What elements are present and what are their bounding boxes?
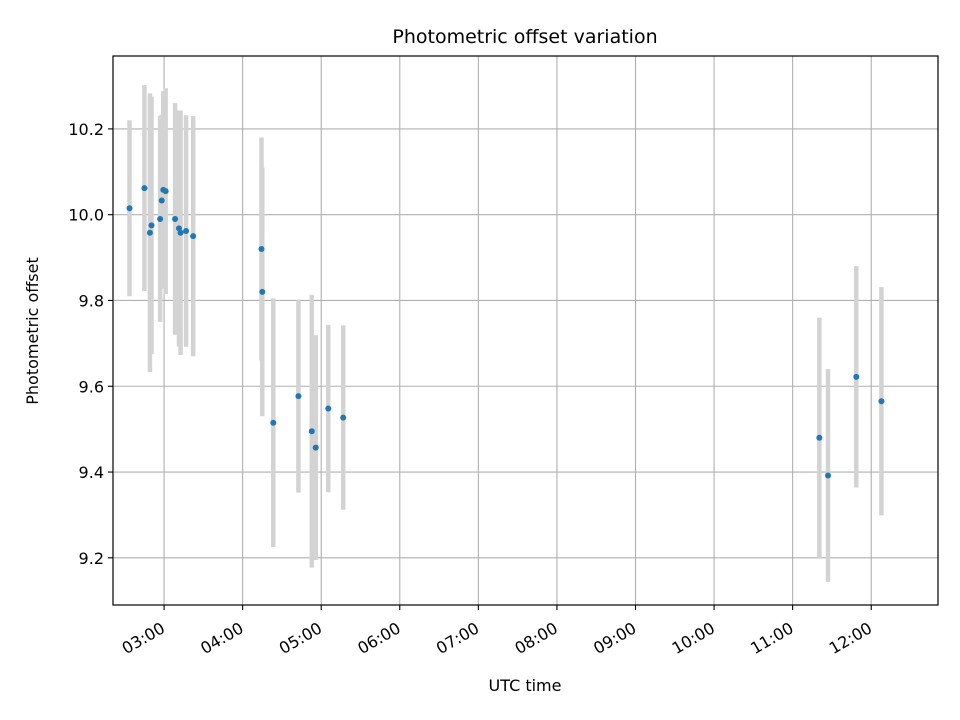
data-point — [126, 205, 133, 212]
data-point — [157, 215, 164, 222]
y-tick-label: 9.2 — [79, 549, 104, 568]
data-point — [158, 197, 165, 204]
data-point — [308, 428, 315, 435]
data-points — [126, 185, 885, 479]
data-point — [183, 227, 190, 234]
data-point — [141, 185, 148, 192]
grid — [113, 56, 938, 605]
data-point — [259, 288, 266, 295]
data-point — [340, 414, 347, 421]
data-point — [878, 398, 885, 405]
data-point — [270, 419, 277, 426]
data-point — [816, 434, 823, 441]
data-point — [825, 472, 831, 479]
data-point — [295, 393, 302, 400]
data-point — [162, 188, 169, 195]
data-point — [146, 229, 153, 236]
data-point — [177, 229, 184, 236]
y-tick-label: 9.6 — [79, 377, 104, 396]
data-point — [190, 233, 197, 240]
data-point — [312, 444, 319, 451]
data-point — [258, 246, 265, 253]
x-axis-label: UTC time — [489, 676, 562, 695]
plot-frame — [112, 55, 939, 606]
chart-title: Photometric offset variation — [392, 26, 657, 48]
data-point — [853, 373, 860, 380]
y-tick-label: 9.4 — [79, 463, 104, 482]
y-tick-label: 10.0 — [68, 206, 104, 225]
y-axis-label: Photometric offset — [23, 257, 42, 405]
data-point — [172, 215, 179, 222]
data-point — [325, 405, 332, 412]
y-tick-label: 9.8 — [79, 291, 104, 310]
data-point — [148, 222, 155, 229]
y-tick-label: 10.2 — [68, 120, 104, 139]
